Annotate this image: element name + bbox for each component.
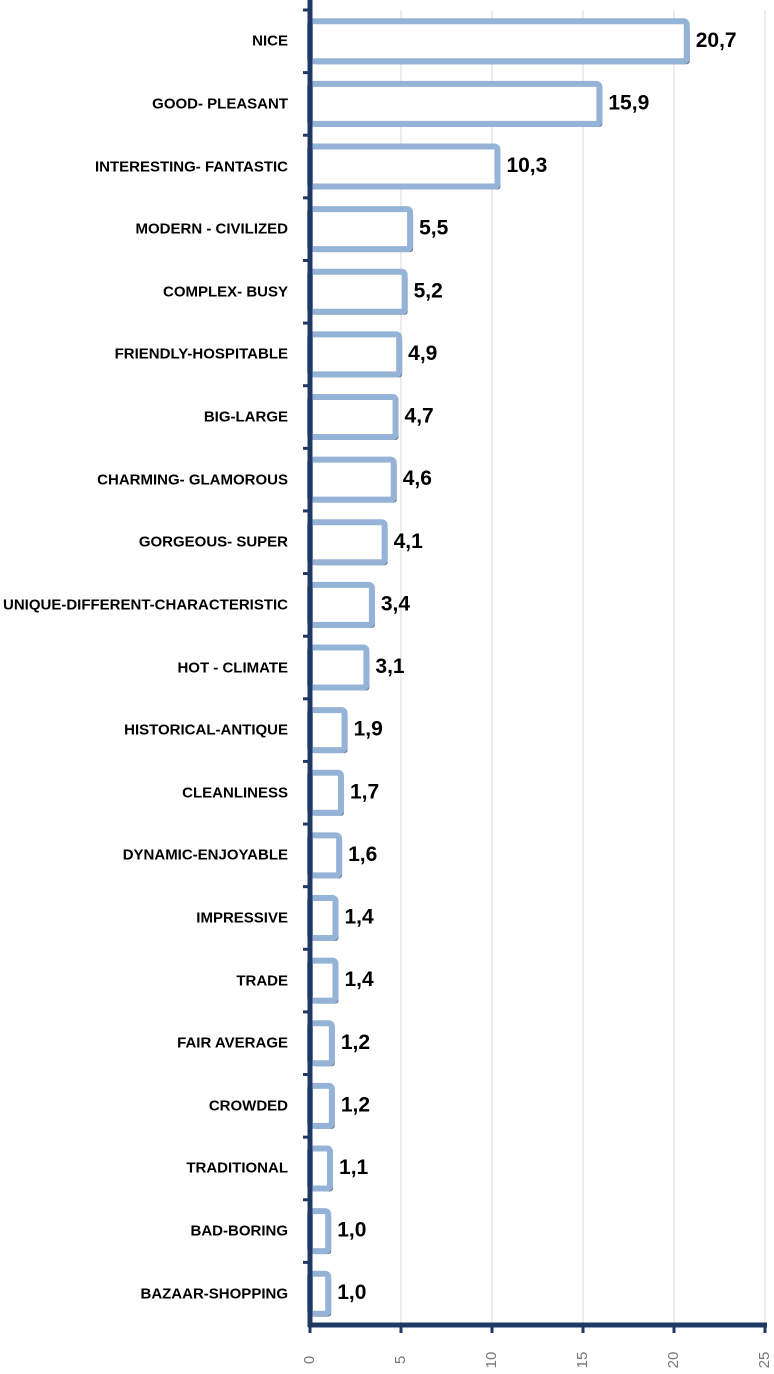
value-label: 1,2 [341,1031,370,1054]
value-label: 1,0 [337,1281,366,1304]
bar [307,18,690,65]
bar [307,769,344,816]
category-label: TRADE [236,972,288,990]
category-label: HOT - CLIMATE [177,659,288,676]
value-label: 15,9 [608,91,649,114]
bar [307,456,397,503]
x-tick-label: 5 [392,1356,409,1364]
bar [307,519,388,566]
category-label: TRADITIONAL [186,1159,288,1177]
value-label: 20,7 [696,29,737,52]
category-label: HISTORICAL-ANTIQUE [124,721,288,739]
category-label: NICE [252,32,288,50]
value-label: 1,4 [344,968,374,991]
value-label: 5,5 [419,217,449,240]
x-tick-label: 0 [301,1356,318,1364]
category-label: FRIENDLY-HOSPITABLE [114,345,288,363]
bar [307,957,339,1004]
value-label: 3,1 [375,655,405,678]
category-label: CROWDED [208,1097,288,1115]
value-label: 4,1 [394,530,424,553]
value-label: 1,9 [354,718,383,741]
value-label: 1,6 [348,843,377,866]
x-tick-label: 25 [756,1352,773,1369]
category-label: BIG-LARGE [203,408,288,426]
category-label: BAZAAR-SHOPPING [140,1285,288,1303]
category-label: DYNAMIC-ENJOYABLE [122,846,288,864]
category-label: GOOD- PLEASANT [152,95,288,113]
category-label: IMPRESSIVE [196,909,288,927]
bar [307,707,348,754]
bar [307,644,370,691]
bar [307,581,375,628]
bar [307,394,399,441]
bar [307,1270,332,1317]
category-label: MODERN - CIVILIZED [135,220,289,238]
value-label: 4,9 [408,342,437,365]
bar [307,1082,335,1129]
category-label: CHARMING- GLAMOROUS [97,471,288,489]
value-label: 10,3 [506,154,547,177]
value-label: 4,6 [403,467,432,490]
category-label: FAIR AVERAGE [177,1034,288,1052]
bar [307,1145,334,1192]
bar [307,331,403,378]
category-label: CLEANLINESS [182,784,288,802]
category-label: GORGEOUS- SUPER [138,533,288,551]
x-tick-label: 15 [574,1352,591,1369]
bar [307,80,603,127]
category-label: COMPLEX- BUSY [162,283,288,301]
x-tick-label: 20 [665,1352,682,1369]
bar [307,206,414,253]
value-label: 1,2 [341,1093,370,1116]
x-tick-label: 10 [483,1352,500,1369]
value-label: 5,2 [414,279,443,302]
value-label: 4,7 [405,405,434,428]
bar [307,1020,335,1067]
category-label: UNIQUE-DIFFERENT-CHARACTERISTIC [3,596,288,614]
category-label: INTERESTING- FANTASTIC [94,158,288,176]
value-label: 1,1 [339,1156,369,1179]
value-label: 1,7 [350,780,379,803]
bar [307,1208,332,1255]
bar [307,832,343,879]
value-label: 3,4 [381,592,411,615]
value-label: 1,0 [337,1219,366,1242]
bar [307,143,501,190]
bar [307,894,339,941]
category-label: BAD-BORING [190,1222,289,1240]
bar [307,268,408,315]
value-label: 1,4 [344,906,374,929]
